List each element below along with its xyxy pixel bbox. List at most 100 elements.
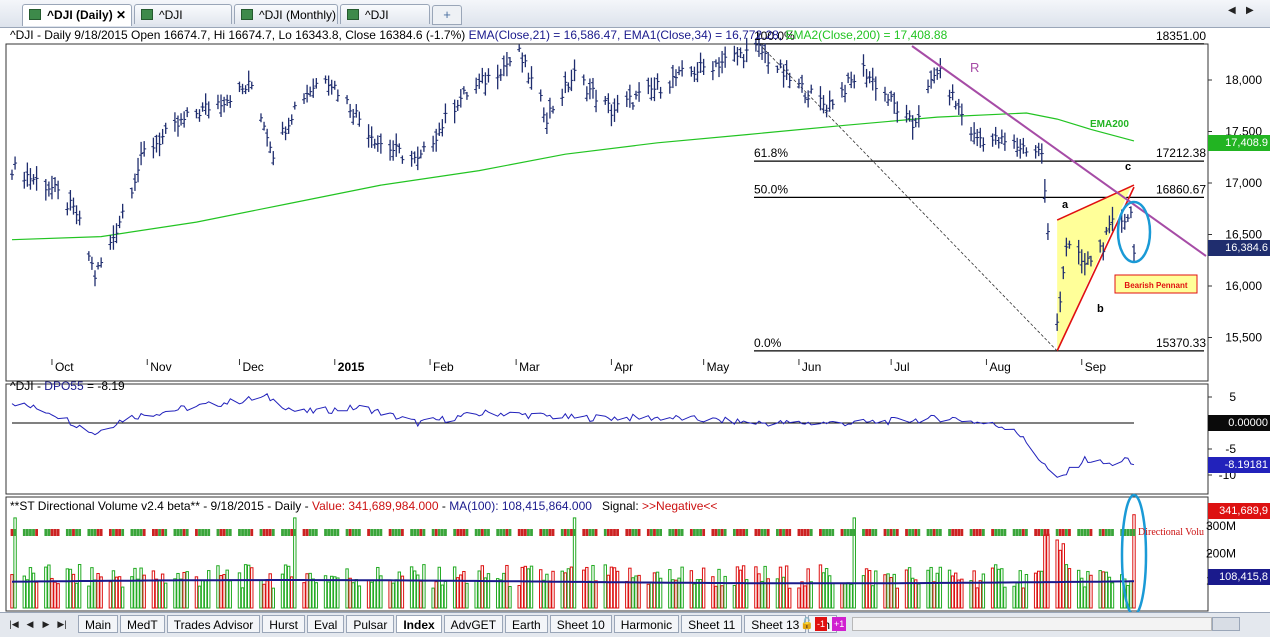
fib-value-label: 15370.33 <box>1156 336 1206 350</box>
tab-dji-monthly[interactable]: ^DJI (Monthly) <box>234 4 338 24</box>
signal-strip-cell <box>474 529 478 536</box>
signal-strip-cell <box>951 529 955 536</box>
signal-strip-cell <box>336 529 340 536</box>
tab-dji-yearly[interactable]: ^DJI (Yearly) <box>340 4 430 42</box>
sheet-badge-plus[interactable]: +1 <box>832 617 847 631</box>
volume-bar <box>548 580 552 609</box>
volume-bar <box>655 571 660 609</box>
next-sheet-icon[interactable]: ▶ <box>42 619 50 629</box>
volume-bar <box>1067 568 1072 609</box>
volume-bar <box>910 577 915 609</box>
sheet-tab-index[interactable]: Index <box>396 615 442 633</box>
signal-strip-cell <box>566 529 570 536</box>
volume-bar <box>44 566 48 609</box>
volume-bar <box>483 577 488 609</box>
ema200-label: EMA200 <box>1090 119 1129 130</box>
signal-strip-cell <box>760 529 764 536</box>
first-sheet-icon[interactable]: |◀ <box>9 619 19 629</box>
volume-bar <box>954 572 958 609</box>
volume-bar <box>741 565 746 609</box>
volume-bar <box>262 583 266 609</box>
signal-strip-cell <box>828 529 832 536</box>
volume-bar <box>111 570 116 609</box>
signal-strip-cell <box>603 529 607 536</box>
signal-strip-cell <box>1000 529 1004 536</box>
volume-bar <box>1021 587 1026 609</box>
volume-bar <box>978 580 983 609</box>
price-axis-label: 16,500 <box>1225 228 1262 242</box>
signal-strip-cell <box>736 529 739 536</box>
signal-strip-cell <box>333 529 337 536</box>
volume-bar <box>154 578 159 609</box>
window-tab-bar: ^DJI (Daily) ✕ ^DJI (Weekly) ^DJI (Month… <box>0 0 1270 42</box>
close-icon[interactable]: ✕ <box>115 8 126 22</box>
signal-strip-cell <box>222 529 226 536</box>
scroll-right-icon[interactable]: ▶ <box>1246 5 1254 16</box>
volume-bar <box>867 570 872 609</box>
scrollbar-thumb[interactable] <box>1212 617 1240 631</box>
signal-strip-cell <box>139 529 143 536</box>
volume-bar <box>824 568 829 609</box>
signal-strip-cell <box>714 529 718 536</box>
signal-strip-cell <box>247 529 251 536</box>
sheet-tab-earth[interactable]: Earth <box>505 615 548 633</box>
signal-strip-cell <box>1018 529 1022 536</box>
signal-strip-cell <box>265 529 269 536</box>
signal-strip-cell <box>788 529 792 536</box>
signal-strip-cell <box>53 529 57 536</box>
signal-strip-cell <box>754 529 758 536</box>
sheet-tab-sheet-10[interactable]: Sheet 10 <box>549 615 612 633</box>
volume-bar <box>560 570 564 609</box>
signal-strip-cell <box>453 529 457 536</box>
x-axis-label: Oct <box>55 360 74 374</box>
volume-bar <box>31 572 36 609</box>
volume-bar <box>434 581 438 609</box>
sheet-badge-minus[interactable]: -1 <box>815 617 828 631</box>
sheet-tab-eval[interactable]: Eval <box>306 615 345 633</box>
sheet-tab-harmonic[interactable]: Harmonic <box>613 615 680 633</box>
signal-strip-cell <box>182 529 186 536</box>
volume-bar <box>391 582 395 609</box>
sheet-tab-advget[interactable]: AdvGET <box>443 615 504 633</box>
volume-bar <box>1064 564 1069 609</box>
volume-bar <box>65 568 70 609</box>
signal-strip-cell <box>628 529 632 536</box>
sheet-tab-main[interactable]: Main <box>78 615 119 633</box>
signal-strip-cell <box>634 529 638 536</box>
signal-strip-cell <box>960 529 964 536</box>
sheet-tab-trades-advisor[interactable]: Trades Advisor <box>166 615 261 633</box>
tab-dji-weekly[interactable]: ^DJI (Weekly) <box>134 4 232 42</box>
volume-bar <box>265 580 269 609</box>
signal-strip-cell <box>696 529 699 536</box>
signal-strip-cell <box>367 529 370 536</box>
lock-icon[interactable]: 🔓 <box>800 618 814 630</box>
volume-bar <box>486 573 491 609</box>
volume-bar <box>947 569 952 609</box>
signal-strip-cell <box>118 529 121 536</box>
scroll-left-icon[interactable]: ◀ <box>1228 5 1236 16</box>
sheet-tab-pulsar[interactable]: Pulsar <box>346 615 395 633</box>
plus-icon[interactable]: + <box>432 5 462 25</box>
last-sheet-icon[interactable]: ▶| <box>57 619 67 629</box>
prev-sheet-icon[interactable]: ◀ <box>26 619 34 629</box>
sheet-tab-hurst[interactable]: Hurst <box>262 615 305 633</box>
volume-bar <box>1132 514 1136 609</box>
volume-bar <box>926 569 930 609</box>
volume-bar <box>668 569 672 609</box>
sheet-tab-sheet-13[interactable]: Sheet 13 <box>744 615 807 633</box>
volume-bar <box>846 582 850 609</box>
signal-value: >>Negative<< <box>642 499 718 513</box>
volume-bar <box>366 579 371 609</box>
signal-strip-cell <box>739 529 742 536</box>
volume-bar <box>25 579 30 609</box>
volume-highlight-circle <box>1120 493 1148 612</box>
volume-bar <box>542 579 546 609</box>
sheet-tab-medt[interactable]: MedT <box>120 615 165 633</box>
signal-strip-cell <box>284 529 287 536</box>
volume-bar <box>163 582 168 609</box>
tab-dji-daily[interactable]: ^DJI (Daily) ✕ <box>22 4 132 26</box>
sheet-tab-sheet-11[interactable]: Sheet 11 <box>681 615 743 633</box>
signal-strip-cell <box>948 529 951 536</box>
horizontal-scrollbar[interactable] <box>852 617 1212 631</box>
